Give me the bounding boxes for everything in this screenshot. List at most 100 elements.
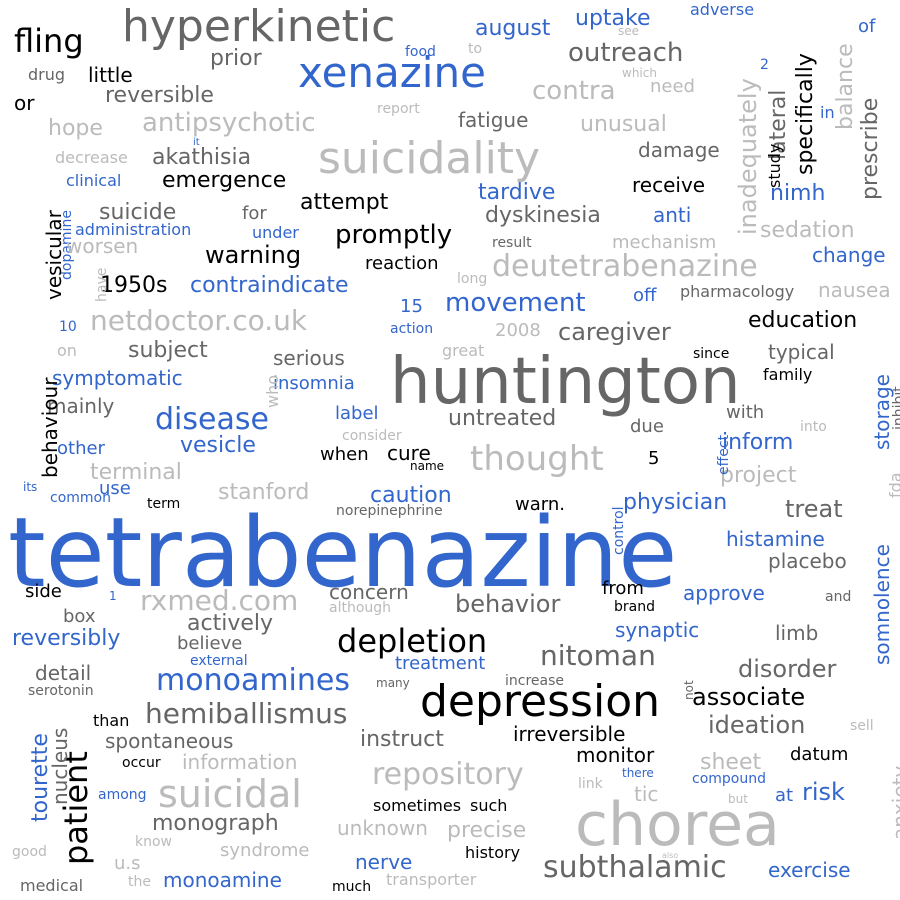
word-78: worsen (66, 234, 139, 258)
word-27: emergence (162, 168, 287, 193)
word-191: exercise (768, 858, 851, 882)
word-133: treat (785, 495, 843, 523)
word-74: attempt (300, 190, 389, 215)
word-71: it (193, 137, 200, 148)
word-13: monoamines (156, 663, 350, 698)
word-166: datum (790, 744, 849, 765)
word-176: risk (802, 778, 845, 806)
word-93: great (442, 341, 485, 360)
word-75: administration (75, 220, 192, 239)
word-21: behavior (455, 590, 561, 618)
word-79: warning (205, 241, 302, 269)
word-29: contra (532, 76, 616, 106)
word-177: anxiety (888, 765, 900, 840)
word-153: external (190, 653, 248, 669)
word-112: when (320, 444, 369, 465)
word-114: due (630, 416, 664, 437)
word-183: tic (634, 782, 659, 806)
word-26: akathisia (152, 145, 252, 170)
word-122: vesicle (180, 433, 256, 458)
word-154: serotonin (28, 683, 94, 699)
word-162: instruct (360, 727, 444, 752)
word-173: compound (692, 771, 766, 787)
word-20: netdoctor.co.uk (90, 304, 308, 337)
word-180: such (470, 796, 508, 815)
word-91: action (390, 321, 434, 337)
word-171: link (578, 776, 603, 792)
word-194: monoamine (163, 868, 282, 892)
word-42: change (812, 243, 886, 267)
word-195: much (332, 879, 372, 895)
word-18: fling (14, 22, 84, 60)
word-120: terminal (90, 460, 182, 485)
word-126: warn. (515, 494, 565, 515)
word-98: typical (768, 340, 835, 364)
word-67: unusual (580, 112, 667, 137)
word-46: specifically (793, 53, 818, 175)
word-178: monograph (152, 811, 279, 836)
word-31: august (475, 16, 551, 41)
word-137: side (25, 581, 62, 602)
word-94: on (57, 341, 77, 360)
word-32: promptly (335, 220, 453, 250)
word-39: nimh (770, 181, 826, 206)
word-113: cure (387, 441, 431, 465)
word-16: nitoman (540, 639, 656, 672)
word-128: common (50, 490, 111, 506)
word-68: damage (638, 138, 720, 162)
word-1: huntington (390, 345, 741, 419)
word-134: histamine (726, 527, 825, 551)
word-9: subthalamic (543, 850, 727, 885)
word-97: since (693, 346, 730, 362)
word-80: reaction (365, 253, 439, 274)
word-82: mechanism (612, 232, 717, 253)
word-141: brand (614, 599, 655, 615)
word-17: disease (155, 402, 269, 437)
word-96: serious (273, 346, 345, 370)
word-58: study (765, 143, 784, 188)
word-145: 1 (109, 589, 117, 603)
word-54: need (650, 76, 695, 97)
word-119: fda (886, 472, 900, 498)
word-138: concern (329, 580, 409, 604)
word-129: its (23, 480, 38, 494)
word-24: disorder (738, 655, 837, 683)
word-130: term (147, 496, 181, 512)
word-193: the (128, 874, 151, 890)
word-147: limb (775, 621, 819, 645)
word-182: precise (447, 818, 527, 843)
word-89: have (94, 267, 110, 302)
word-86: off (633, 285, 657, 306)
word-110: mainly (47, 394, 115, 418)
word-175: at (775, 785, 794, 806)
word-139: although (329, 600, 392, 616)
word-192: medical (20, 876, 84, 895)
word-196: transporter (386, 870, 477, 889)
word-49: of (858, 16, 876, 37)
word-41: sedation (760, 218, 855, 243)
word-7: deutetrabenazine (492, 249, 758, 284)
word-25: antipsychotic (142, 108, 316, 138)
word-76: under (252, 223, 299, 242)
word-105: untreated (448, 406, 557, 431)
word-149: believe (177, 633, 243, 654)
word-90: 10 (59, 319, 77, 335)
word-197: vesicular (42, 210, 66, 300)
word-84: contraindicate (190, 273, 349, 298)
word-189: u.s (114, 853, 141, 874)
word-150: synaptic (615, 618, 700, 642)
word-164: monitor (576, 743, 655, 767)
word-4: suicidality (318, 133, 541, 184)
word-43: nausea (818, 278, 891, 302)
word-179: sometimes (373, 796, 462, 815)
word-6: hyperkinetic (122, 1, 396, 52)
word-124: use (99, 478, 131, 499)
word-63: or (14, 91, 35, 115)
word-186: syndrome (220, 840, 310, 861)
word-100: symptomatic (52, 366, 183, 390)
word-40: anti (653, 203, 692, 227)
word-92: 2008 (495, 320, 541, 341)
word-116: inform (722, 430, 794, 455)
word-104: consider (342, 428, 402, 444)
word-57: in (820, 103, 835, 122)
